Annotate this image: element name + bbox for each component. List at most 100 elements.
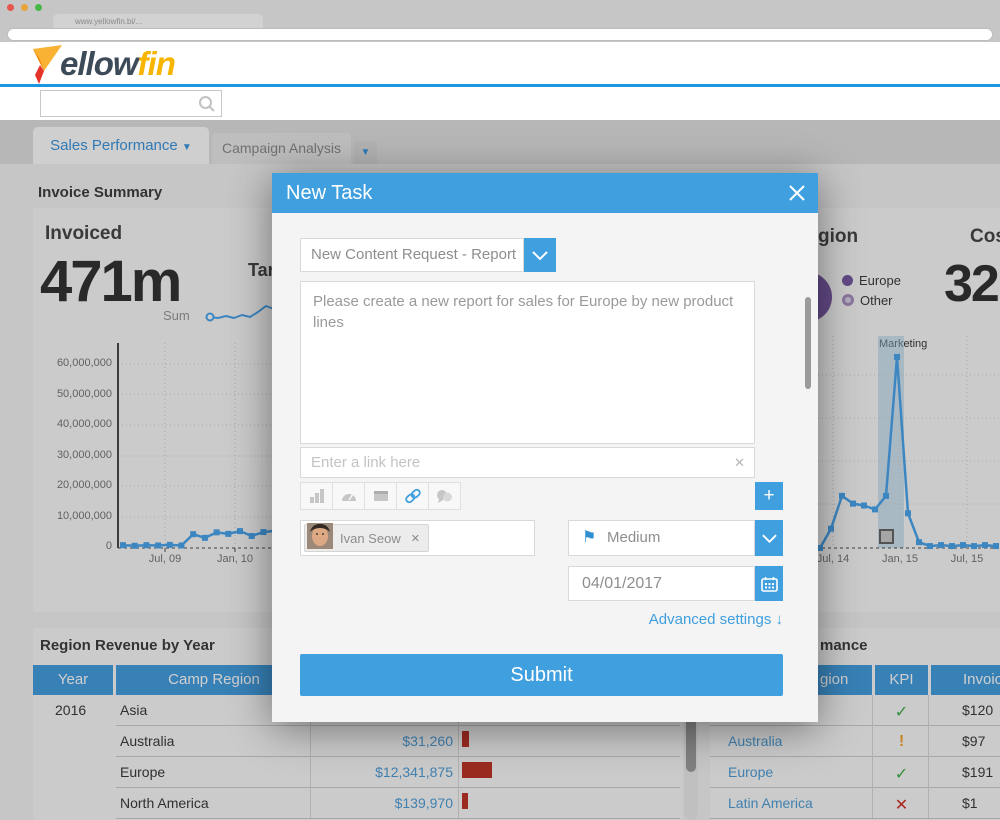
y-tick: 60,000,000 bbox=[56, 357, 112, 369]
calendar-button[interactable] bbox=[755, 566, 783, 601]
region-link[interactable]: Australia bbox=[728, 733, 783, 749]
column-divider bbox=[928, 695, 929, 818]
value-bar bbox=[462, 793, 468, 809]
discussion-icon[interactable] bbox=[428, 482, 461, 510]
window-zoom-button[interactable] bbox=[35, 4, 42, 11]
browser-chrome: www.yellowfin.bi/... bbox=[0, 0, 1000, 42]
region-title-fragment: gion bbox=[818, 226, 859, 247]
y-tick: 30,000,000 bbox=[56, 449, 112, 461]
y-tick: 50,000,000 bbox=[56, 388, 112, 400]
priority-select[interactable]: ⚑ Medium bbox=[568, 520, 755, 556]
flag-icon: ⚑ bbox=[582, 529, 597, 546]
x-tick: Jul, 14 bbox=[816, 553, 850, 565]
add-attachment-button[interactable]: + bbox=[755, 482, 783, 510]
submit-button[interactable]: Submit bbox=[300, 654, 783, 696]
modal-scrollbar-thumb[interactable] bbox=[805, 297, 811, 389]
legend-swatch-europe bbox=[842, 275, 853, 286]
y-tick: 20,000,000 bbox=[56, 479, 112, 491]
invoiced-cell: $120 bbox=[962, 702, 994, 718]
priority-value: Medium bbox=[607, 529, 661, 546]
header-divider bbox=[0, 84, 1000, 87]
value-cell: $12,341,875 bbox=[375, 764, 453, 780]
url-bar[interactable] bbox=[7, 28, 993, 41]
year-cell: 2016 bbox=[55, 702, 87, 718]
search-input[interactable] bbox=[40, 90, 222, 117]
region-link[interactable]: Latin America bbox=[728, 795, 813, 811]
priority-chevron-button[interactable] bbox=[755, 520, 783, 556]
region-cell: North America bbox=[120, 795, 209, 811]
value-bar bbox=[462, 762, 492, 778]
search-row bbox=[0, 87, 1000, 120]
assignee-chip[interactable]: Ivan Seow ✕ bbox=[304, 522, 429, 552]
task-type-value: New Content Request - Report bbox=[311, 246, 517, 263]
chevron-down-icon bbox=[761, 534, 777, 543]
col-header-year[interactable]: Year bbox=[33, 665, 113, 695]
col-header-invoiced[interactable]: Invoic bbox=[931, 665, 1000, 695]
column-divider bbox=[458, 695, 459, 818]
close-icon[interactable] bbox=[788, 184, 806, 207]
app-header: ellow fin bbox=[0, 42, 1000, 84]
logo-y-icon bbox=[30, 45, 64, 90]
legend-swatch-other bbox=[842, 294, 854, 306]
link-icon[interactable] bbox=[396, 482, 429, 510]
task-type-select[interactable]: New Content Request - Report bbox=[300, 238, 524, 272]
x-tick: Jul, 15 bbox=[950, 553, 984, 565]
campaign-line-chart bbox=[810, 336, 1000, 551]
browser-tab-title: www.yellowfin.bi/... bbox=[75, 17, 143, 26]
x-tick: Jul, 09 bbox=[148, 553, 182, 565]
remove-assignee-icon[interactable]: ✕ bbox=[410, 532, 420, 545]
y-tick: 0 bbox=[105, 540, 112, 552]
kpi-status-icon: ✓ bbox=[894, 766, 909, 783]
task-description-textarea[interactable]: Please create a new report for sales for… bbox=[300, 281, 755, 444]
legend-item-other: Other bbox=[842, 293, 893, 308]
kpi-status-icon: ! bbox=[898, 733, 905, 750]
tab-campaign-analysis[interactable]: Campaign Analysis bbox=[212, 133, 351, 164]
window-minimize-button[interactable] bbox=[21, 4, 28, 11]
bar-chart-icon[interactable] bbox=[300, 482, 333, 510]
new-task-modal: New Task New Content Request - Report Pl… bbox=[272, 173, 818, 722]
tab-sales-performance[interactable]: Sales Performance ▼ bbox=[33, 127, 209, 164]
modal-title: New Task bbox=[286, 182, 373, 204]
arrow-down-icon: ↓ bbox=[775, 611, 784, 628]
value-cell: $139,970 bbox=[394, 795, 453, 811]
region-cell: Europe bbox=[120, 764, 166, 780]
column-divider bbox=[872, 695, 873, 818]
flag-annotation-icon bbox=[879, 529, 894, 544]
task-type-chevron-button[interactable] bbox=[524, 238, 556, 272]
col-header-kpi[interactable]: KPI bbox=[875, 665, 928, 695]
yellowfin-logo: ellow fin bbox=[30, 45, 176, 90]
due-date-input[interactable]: 04/01/2017 bbox=[568, 566, 755, 601]
value-cell: $31,260 bbox=[402, 733, 453, 749]
invoiced-cell: $1 bbox=[962, 795, 978, 811]
performance-table-title-fragment: mance bbox=[820, 637, 868, 654]
logo-text-accent: fin bbox=[137, 45, 176, 82]
tab-menu-chevron-icon[interactable]: ▼ bbox=[354, 141, 377, 164]
assignee-input[interactable]: Ivan Seow ✕ bbox=[300, 520, 535, 556]
window-close-button[interactable] bbox=[7, 4, 14, 11]
browser-tab[interactable]: www.yellowfin.bi/... bbox=[53, 14, 263, 28]
task-description-text: Please create a new report for sales for… bbox=[313, 293, 734, 331]
modal-header: New Task bbox=[272, 173, 818, 213]
row-divider bbox=[710, 725, 1000, 726]
invoiced-label: Invoiced bbox=[45, 223, 123, 244]
invoiced-sub-label: Sum bbox=[163, 308, 190, 323]
cost-value-fragment: 32 bbox=[944, 255, 1000, 313]
row-divider bbox=[116, 756, 680, 757]
logo-text-dark: ellow bbox=[60, 45, 139, 82]
row-divider bbox=[710, 756, 1000, 757]
storyboard-icon[interactable] bbox=[364, 482, 397, 510]
gauge-icon[interactable] bbox=[332, 482, 365, 510]
region-link[interactable]: Europe bbox=[728, 764, 774, 780]
x-tick: Jan, 15 bbox=[881, 553, 919, 565]
clear-link-icon[interactable]: ✕ bbox=[734, 455, 745, 470]
invoiced-value: 471m bbox=[40, 249, 182, 314]
link-input[interactable]: Enter a link here ✕ bbox=[300, 447, 755, 478]
search-icon[interactable] bbox=[198, 95, 216, 118]
region-cell: Asia bbox=[120, 702, 148, 718]
tab-label: Sales Performance bbox=[50, 137, 178, 154]
chevron-down-icon bbox=[532, 250, 548, 260]
advanced-settings-link[interactable]: Advanced settings ↓ bbox=[649, 611, 783, 628]
table-scrollbar-thumb[interactable] bbox=[686, 718, 696, 772]
due-date-value: 04/01/2017 bbox=[582, 575, 663, 592]
x-tick: Jan, 10 bbox=[216, 553, 254, 565]
